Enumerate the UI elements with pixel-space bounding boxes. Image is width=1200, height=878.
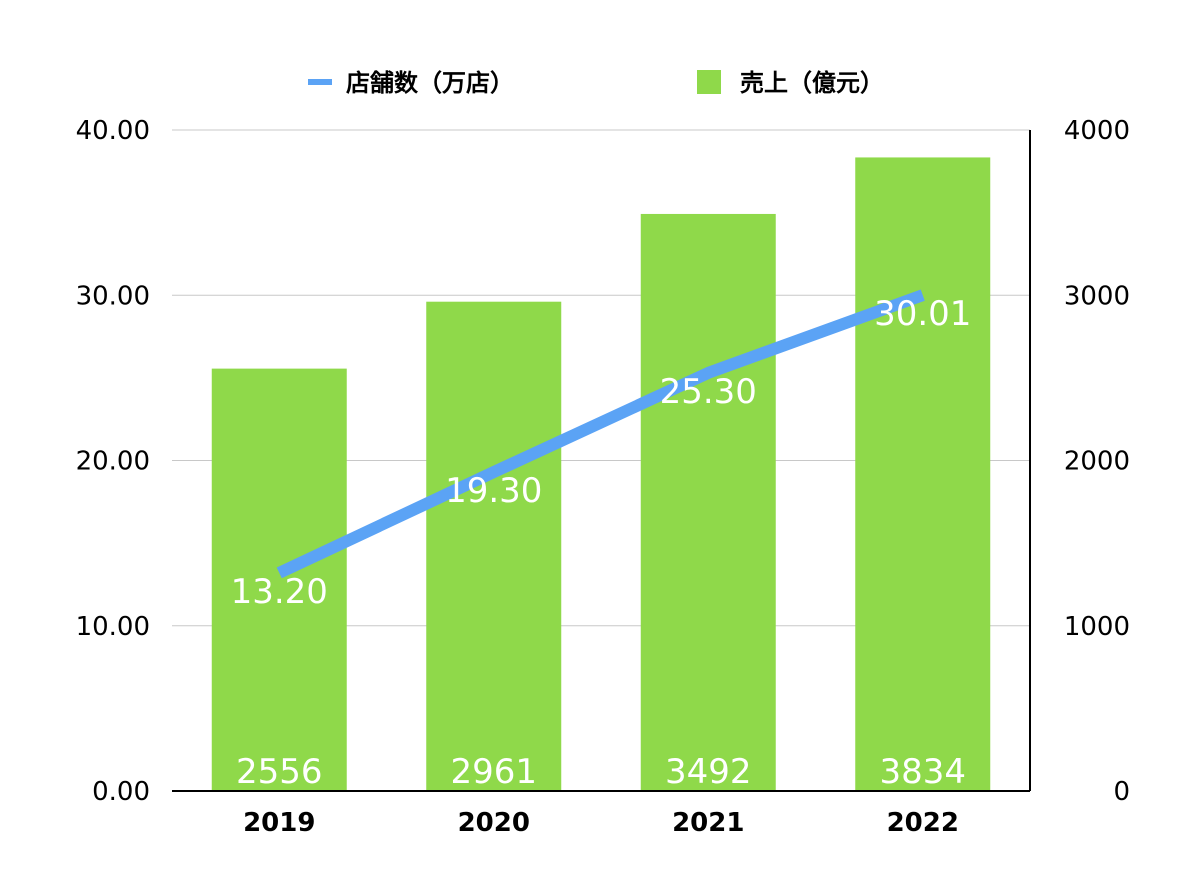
- bar-value-label: 3834: [879, 752, 966, 792]
- left-tick-label: 0.00: [92, 777, 150, 807]
- bar-value-label: 2556: [236, 752, 323, 792]
- left-tick-label: 30.00: [76, 281, 150, 311]
- right-tick-label: 2000: [1064, 447, 1130, 477]
- right-tick-label: 3000: [1064, 281, 1130, 311]
- left-tick-label: 20.00: [76, 447, 150, 477]
- bar-2022: [855, 157, 991, 791]
- data-labels: 2556 2961 3492 3834 13.20 19.30 25.30 30.01: [231, 294, 972, 792]
- left-tick-label: 10.00: [76, 612, 150, 642]
- bar-2020: [426, 301, 562, 791]
- legend-bar-swatch: [697, 70, 721, 94]
- category-label: 2021: [672, 808, 744, 838]
- bar-2021: [640, 213, 776, 791]
- line-series: [276, 289, 925, 579]
- axes: 0.00 10.00 20.00 30.00 40.00 0 1000 2000 3000 400…: [76, 116, 1130, 838]
- category-label: 2022: [887, 808, 959, 838]
- category-label: 2019: [243, 808, 315, 838]
- bar-value-label: 2961: [450, 752, 537, 792]
- line-value-label: 25.30: [660, 372, 757, 412]
- bar-2019: [211, 368, 347, 791]
- legend-label-sales: 売上（億元）: [740, 69, 884, 97]
- line-value-label: 13.20: [231, 572, 328, 612]
- bars: [211, 157, 991, 791]
- line-value-label: 30.01: [874, 294, 971, 334]
- legend: 店舗数（万店） 売上（億元）: [308, 69, 884, 97]
- left-tick-label: 40.00: [76, 116, 150, 146]
- line-stores: [276, 289, 925, 579]
- line-value-label: 19.30: [445, 471, 542, 511]
- legend-label-stores: 店舗数（万店）: [346, 69, 514, 97]
- right-tick-label: 0: [1113, 777, 1130, 807]
- right-tick-label: 4000: [1064, 116, 1130, 146]
- bar-value-label: 3492: [665, 752, 752, 792]
- category-label: 2020: [458, 808, 530, 838]
- right-tick-label: 1000: [1064, 612, 1130, 642]
